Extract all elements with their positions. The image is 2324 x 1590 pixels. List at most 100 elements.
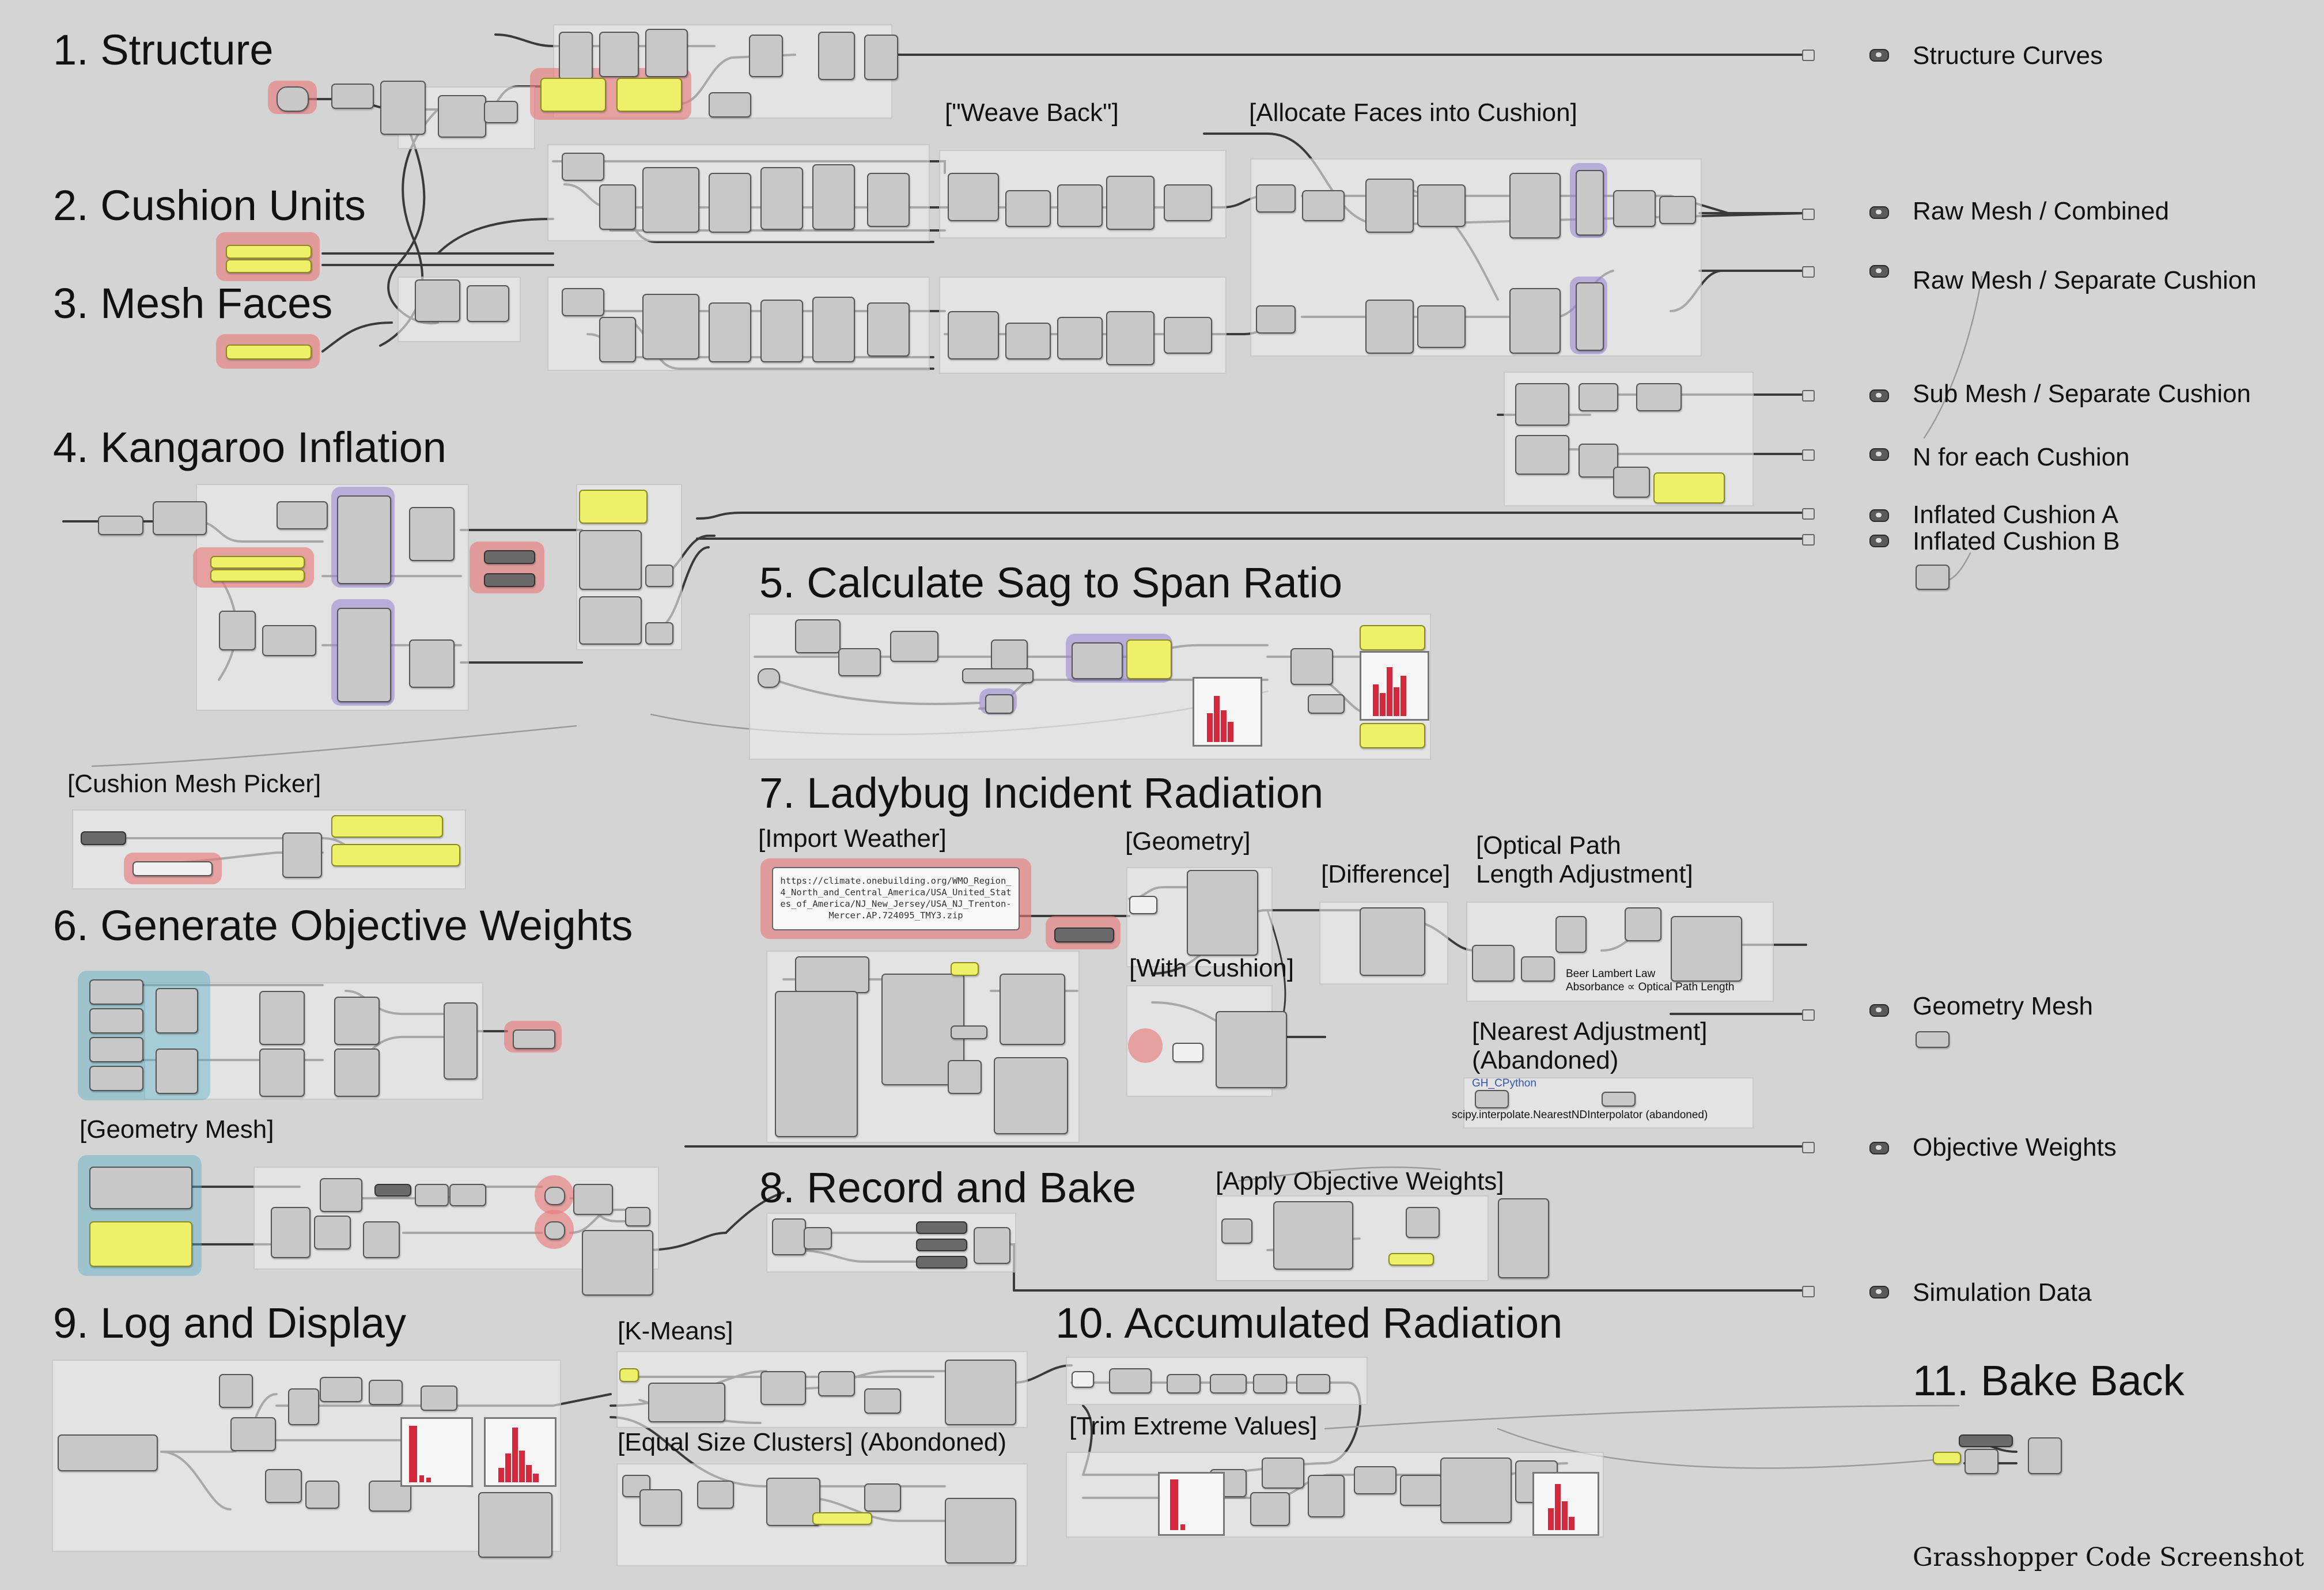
output-param-icon-0[interactable]	[1869, 49, 1889, 62]
weight-calc-f[interactable]	[334, 1048, 380, 1097]
output-param-icon-1[interactable]	[1869, 206, 1889, 219]
optical-path-output[interactable]	[1671, 916, 1742, 982]
cushion-polyline-b4[interactable]	[1106, 311, 1155, 365]
merge-component[interactable]	[749, 35, 783, 77]
sag-area[interactable]	[838, 648, 881, 676]
geo-mesh-legend[interactable]	[582, 1230, 653, 1296]
output-param-icon-2[interactable]	[1869, 265, 1889, 278]
geo-mesh-a[interactable]	[271, 1207, 311, 1258]
accumulate-e[interactable]	[1296, 1374, 1330, 1394]
decimal-places-slider[interactable]	[962, 668, 1034, 683]
allocate-a2[interactable]	[1302, 190, 1345, 221]
accumulate-d[interactable]	[1253, 1374, 1287, 1394]
geometry-mesh-output-component[interactable]	[1916, 1031, 1950, 1048]
trim-e[interactable]	[1354, 1466, 1396, 1494]
radiation-toggle[interactable]	[1054, 928, 1114, 942]
bake-back-a[interactable]	[1965, 1449, 1999, 1474]
log-pipeline[interactable]	[58, 1434, 158, 1471]
k-means-d[interactable]	[864, 1388, 901, 1414]
log-b[interactable]	[230, 1417, 276, 1451]
input-plan-c[interactable]	[89, 1037, 143, 1062]
clusters-legend[interactable]	[945, 1498, 1016, 1564]
mesher-e[interactable]	[1579, 444, 1618, 478]
trim-f[interactable]	[1400, 1475, 1443, 1506]
optical-path-d[interactable]	[1625, 907, 1661, 941]
v-count-panel[interactable]	[226, 259, 312, 273]
weight-calc-b[interactable]	[156, 1048, 198, 1094]
kangaroo-param-a[interactable]	[277, 501, 328, 529]
geo-mesh-f[interactable]	[449, 1184, 486, 1206]
allocate-a1[interactable]	[1256, 184, 1296, 213]
diag-list-a7[interactable]	[867, 173, 910, 227]
allocate-a5[interactable]	[1509, 173, 1561, 238]
geo-mesh-b[interactable]	[314, 1216, 351, 1250]
allocate-b2[interactable]	[1365, 300, 1414, 354]
output-param-icon-5[interactable]	[1869, 509, 1889, 522]
picker-toggle[interactable]	[81, 831, 126, 845]
diag-list-b1[interactable]	[562, 288, 604, 316]
picker-slider[interactable]	[133, 861, 213, 876]
north-param[interactable]	[948, 1060, 982, 1094]
inflated-output-component[interactable]	[1916, 565, 1950, 590]
record-input[interactable]	[772, 1218, 806, 1255]
deconstruct-component[interactable]	[380, 81, 426, 135]
output-param-icon-6[interactable]	[1869, 535, 1889, 547]
kangaroo-solver-b[interactable]	[579, 596, 642, 645]
curve-component[interactable]	[645, 29, 688, 77]
diag-list-a4[interactable]	[709, 173, 751, 233]
weight-calc-d[interactable]	[259, 1048, 305, 1097]
cushion-polyline-a3[interactable]	[1057, 184, 1103, 227]
run-radiation-study-a[interactable]	[1187, 870, 1258, 956]
mesher-a[interactable]	[1515, 383, 1569, 426]
log-c[interactable]	[288, 1388, 319, 1425]
list-component-a[interactable]	[559, 32, 593, 80]
button-toggle[interactable]	[484, 550, 535, 564]
strength-slider[interactable]	[210, 569, 305, 582]
accumulate-b[interactable]	[1167, 1374, 1201, 1394]
sag-distance[interactable]	[890, 631, 938, 662]
k-means-legend[interactable]	[945, 1360, 1016, 1425]
reset-toggle[interactable]	[484, 573, 535, 587]
dispatch-a[interactable]	[1576, 170, 1604, 236]
weight-calc-c[interactable]	[259, 991, 305, 1045]
grid-size-param-b[interactable]	[1172, 1043, 1203, 1062]
dispatch-b[interactable]	[1576, 282, 1604, 351]
move-component[interactable]	[438, 95, 486, 138]
output-param-icon-9[interactable]	[1869, 1286, 1889, 1298]
geo-mesh-input-b[interactable]	[544, 1221, 565, 1240]
diag-list-a1[interactable]	[562, 153, 604, 181]
sky-options[interactable]	[1000, 974, 1065, 1045]
vector-component[interactable]	[599, 32, 639, 77]
clusters-c[interactable]	[697, 1481, 734, 1509]
geo-mesh-h[interactable]	[625, 1207, 650, 1226]
record-component[interactable]	[974, 1227, 1010, 1264]
log-f[interactable]	[421, 1385, 457, 1411]
diag-list-b4[interactable]	[709, 302, 751, 362]
apply-weights-a[interactable]	[1221, 1218, 1252, 1244]
allocate-b3[interactable]	[1417, 305, 1466, 348]
cushion-polyline-a4[interactable]	[1106, 176, 1155, 230]
diag-list-b5[interactable]	[760, 300, 803, 362]
cushion-polyline-b3[interactable]	[1057, 317, 1103, 359]
mesher-d[interactable]	[1515, 435, 1569, 475]
bake-component[interactable]	[1406, 1207, 1440, 1238]
diag-list-a6[interactable]	[812, 164, 855, 230]
clusters-d[interactable]	[766, 1478, 820, 1526]
sag-divide[interactable]	[991, 639, 1028, 671]
optical-path-c[interactable]	[1555, 916, 1587, 953]
log-a[interactable]	[219, 1374, 253, 1408]
flatten-a[interactable]	[409, 507, 455, 561]
mesh-input-param[interactable]	[98, 516, 143, 535]
k-means-component[interactable]	[648, 1383, 725, 1422]
diag-list-a3[interactable]	[642, 167, 699, 233]
output-param-icon-7[interactable]	[1869, 1004, 1889, 1017]
join-component[interactable]	[709, 92, 751, 118]
output-param-icon-8[interactable]	[1869, 1142, 1889, 1154]
structure-input-param[interactable]	[277, 86, 309, 112]
cushion-polyline-a5[interactable]	[1164, 184, 1212, 221]
span-component[interactable]	[985, 694, 1013, 714]
infield-mesh[interactable]	[513, 1029, 555, 1049]
grid-size-param-a[interactable]	[1129, 896, 1157, 914]
allocate-b1[interactable]	[1256, 305, 1296, 334]
sag-bounds[interactable]	[1290, 648, 1333, 685]
